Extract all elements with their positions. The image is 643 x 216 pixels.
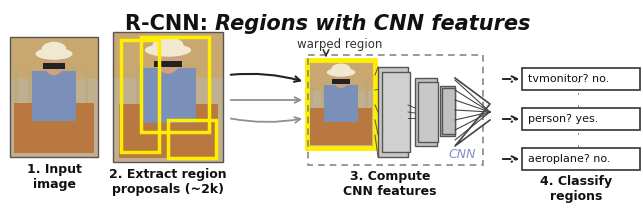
- Text: person? yes.: person? yes.: [528, 114, 599, 124]
- Bar: [324, 85, 358, 122]
- Ellipse shape: [152, 37, 183, 53]
- Text: warped region: warped region: [297, 38, 383, 51]
- Ellipse shape: [332, 64, 350, 74]
- Text: tvmonitor? no.: tvmonitor? no.: [528, 74, 610, 84]
- Bar: [308, 55, 483, 165]
- Bar: [442, 88, 455, 134]
- Bar: [14, 67, 18, 145]
- Text: aeroplane? no.: aeroplane? no.: [528, 154, 610, 164]
- Bar: [206, 65, 211, 149]
- Bar: [307, 60, 375, 91]
- Text: 1. Input
image: 1. Input image: [26, 163, 82, 191]
- Ellipse shape: [334, 71, 349, 88]
- Bar: [440, 86, 455, 136]
- Bar: [332, 82, 335, 139]
- Bar: [113, 32, 223, 162]
- Bar: [113, 32, 223, 162]
- Ellipse shape: [35, 48, 73, 60]
- Bar: [154, 61, 183, 67]
- Bar: [311, 108, 372, 145]
- Bar: [307, 60, 375, 148]
- Bar: [32, 71, 76, 121]
- Bar: [10, 37, 98, 157]
- Bar: [522, 108, 640, 130]
- Bar: [141, 68, 195, 123]
- Bar: [118, 103, 217, 158]
- Bar: [171, 65, 176, 149]
- Bar: [343, 82, 346, 139]
- Bar: [42, 67, 46, 145]
- Text: R-CNN:: R-CNN:: [125, 14, 215, 34]
- Bar: [141, 37, 209, 132]
- Bar: [522, 68, 640, 90]
- Bar: [14, 103, 94, 153]
- Ellipse shape: [327, 68, 356, 77]
- Bar: [85, 67, 88, 145]
- Text: 2. Extract region
proposals (~2k): 2. Extract region proposals (~2k): [109, 168, 227, 196]
- Text: ·  ·  ·: · · ·: [574, 79, 588, 107]
- Bar: [57, 67, 60, 145]
- Bar: [311, 82, 313, 139]
- Bar: [42, 64, 66, 69]
- Bar: [10, 37, 98, 157]
- Bar: [71, 67, 74, 145]
- Ellipse shape: [42, 42, 66, 56]
- Bar: [307, 60, 375, 148]
- Bar: [354, 82, 357, 139]
- Ellipse shape: [44, 51, 64, 75]
- Bar: [365, 82, 368, 139]
- Text: 3. Compute
CNN features: 3. Compute CNN features: [343, 170, 437, 198]
- Bar: [332, 79, 350, 84]
- Bar: [113, 32, 223, 78]
- Bar: [118, 65, 123, 149]
- Bar: [322, 82, 324, 139]
- Bar: [168, 120, 216, 158]
- Bar: [522, 148, 640, 170]
- Bar: [382, 72, 410, 152]
- Text: ·  ·  ·: · · ·: [574, 119, 588, 147]
- Text: Regions with CNN features: Regions with CNN features: [215, 14, 530, 34]
- Bar: [415, 78, 437, 146]
- Bar: [10, 37, 98, 79]
- Bar: [189, 65, 194, 149]
- Bar: [136, 65, 141, 149]
- Bar: [418, 82, 438, 142]
- Bar: [121, 40, 159, 152]
- Ellipse shape: [145, 44, 191, 57]
- Bar: [154, 65, 158, 149]
- Bar: [378, 67, 408, 157]
- Ellipse shape: [156, 48, 180, 74]
- Text: CNN: CNN: [448, 148, 476, 161]
- Bar: [307, 60, 375, 148]
- Bar: [28, 67, 32, 145]
- Text: 4. Classify
regions: 4. Classify regions: [540, 175, 612, 203]
